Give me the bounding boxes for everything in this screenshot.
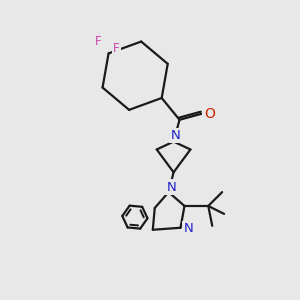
Text: N: N <box>184 222 193 235</box>
Text: F: F <box>113 42 120 55</box>
Text: O: O <box>204 107 215 121</box>
Text: N: N <box>171 129 180 142</box>
Text: N: N <box>167 181 176 194</box>
Text: F: F <box>95 35 102 48</box>
